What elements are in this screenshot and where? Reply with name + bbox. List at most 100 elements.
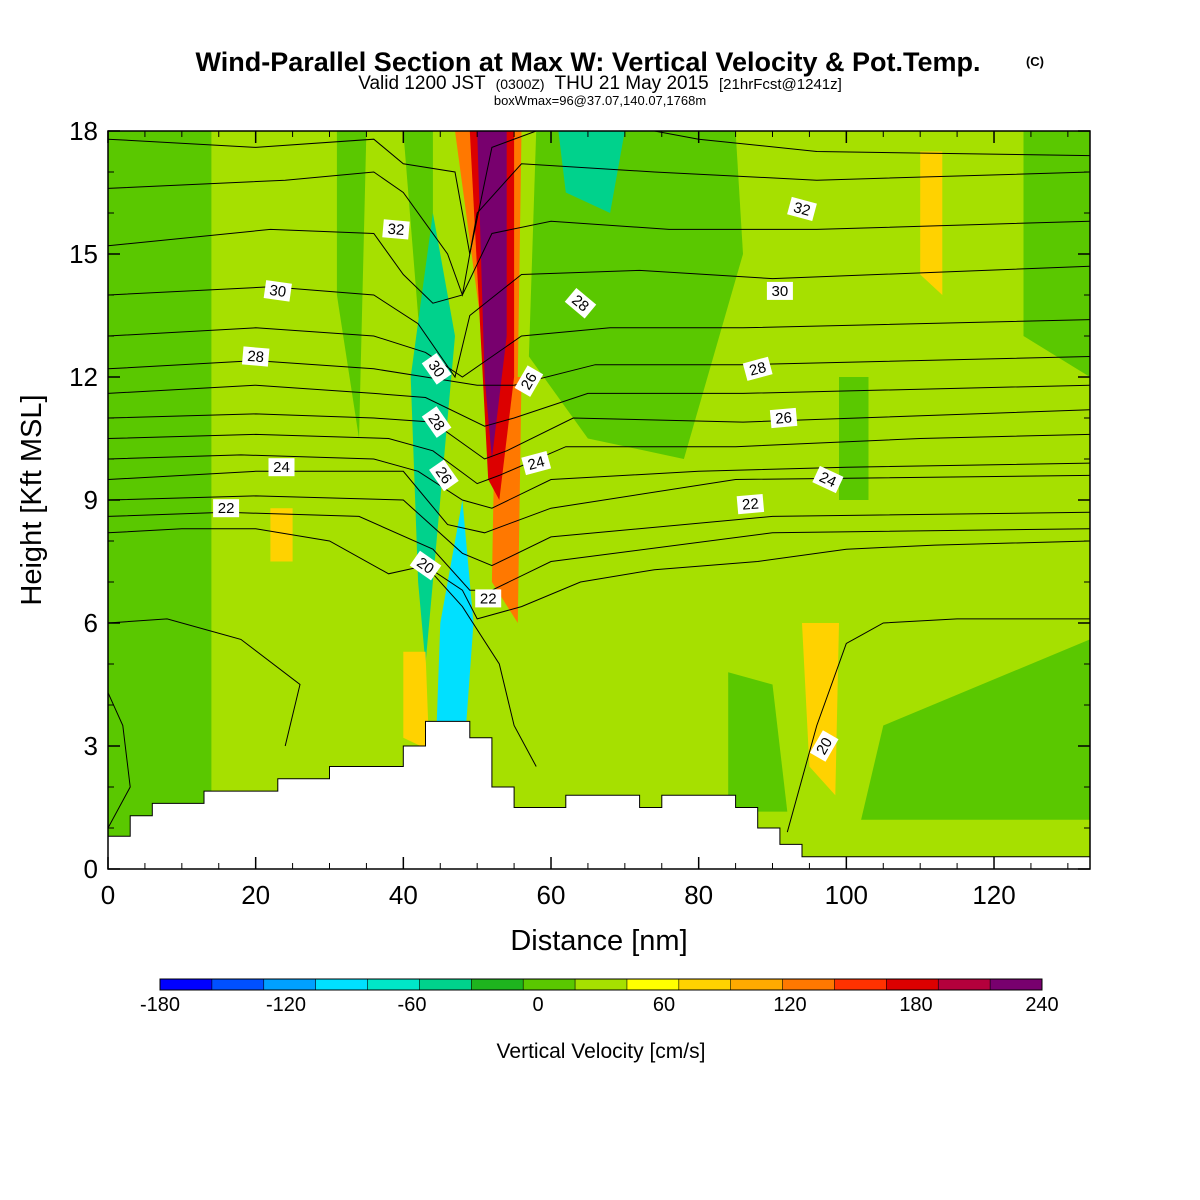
isotherm-28-11 bbox=[108, 384, 1090, 427]
contour-label-4: 28 bbox=[564, 287, 597, 319]
plot-area: 32 32 30 30 28 28 30 26 28 28 26 26 24 24 24 22 22 20 22 20 bbox=[108, 131, 1090, 869]
velocity-region-7 bbox=[1023, 131, 1090, 377]
contour-label-box bbox=[769, 407, 798, 429]
y-tick-label: 3 bbox=[84, 731, 98, 761]
colorbar-label: 240 bbox=[1025, 994, 1058, 1016]
colorbar-swatch bbox=[367, 979, 420, 990]
subtitle-date: THU 21 May 2015 bbox=[555, 73, 709, 94]
colorbar-swatch bbox=[730, 979, 784, 990]
contour-label-text: 24 bbox=[273, 459, 290, 476]
isotherm-22-6 bbox=[108, 495, 1090, 567]
contour-label-9: 28 bbox=[421, 406, 452, 438]
contour-label-text: 20 bbox=[414, 554, 437, 577]
contour-label-box bbox=[421, 352, 452, 385]
contour-label-box bbox=[429, 459, 459, 492]
colorbar-swatch bbox=[471, 979, 524, 990]
box-info: boxWmax=96@37.07,140.07,1768m bbox=[494, 93, 706, 108]
contour-label-box bbox=[812, 465, 844, 494]
velocity-region-9 bbox=[410, 213, 455, 664]
chart-title-group: Wind-Parallel Section at Max W: Vertical… bbox=[196, 47, 1045, 108]
contour-label-17: 20 bbox=[409, 550, 442, 581]
colorbar-swatch bbox=[315, 979, 368, 990]
contour-label-text: 30 bbox=[268, 282, 287, 301]
contour-label-box bbox=[514, 365, 544, 397]
contour-label-text: 28 bbox=[247, 348, 265, 366]
colorbar-label: 60 bbox=[653, 994, 675, 1016]
colorbar-swatch bbox=[211, 979, 265, 990]
subtitle-valid: Valid 1200 JST bbox=[358, 73, 486, 94]
velocity-region-0 bbox=[108, 131, 212, 837]
isotherm-32-16 bbox=[108, 163, 1090, 297]
title-mark: (C) bbox=[1026, 54, 1044, 69]
contour-label-19: 20 bbox=[809, 730, 839, 762]
contour-label-box bbox=[421, 406, 452, 438]
colorbar-label: 120 bbox=[773, 994, 806, 1016]
colorbar-label: 180 bbox=[899, 994, 932, 1016]
contour-label-text: 24 bbox=[526, 453, 547, 474]
contour-label-15: 22 bbox=[213, 499, 240, 518]
isotherm-34-17 bbox=[108, 131, 537, 255]
colorbar-label: -180 bbox=[140, 994, 180, 1016]
isotherm-contours bbox=[108, 131, 1090, 833]
isotherm-24-8 bbox=[108, 454, 1090, 509]
contour-label-box bbox=[809, 730, 839, 762]
contour-label-text: 28 bbox=[424, 411, 447, 434]
contour-label-text: 22 bbox=[480, 590, 497, 607]
isotherm-28-12 bbox=[108, 356, 1090, 386]
contour-label-text: 26 bbox=[518, 370, 541, 393]
colorbar-swatch bbox=[160, 979, 213, 990]
contour-label-box bbox=[268, 458, 295, 477]
x-tick-label: 60 bbox=[537, 880, 566, 910]
contour-label-text: 22 bbox=[218, 500, 235, 517]
contour-label-14: 24 bbox=[812, 465, 844, 494]
colorbar-swatch bbox=[938, 979, 991, 990]
colorbar-swatch bbox=[834, 979, 887, 990]
contour-label-text: 22 bbox=[741, 495, 759, 513]
contour-label-box bbox=[382, 219, 410, 240]
isotherm-26-9 bbox=[108, 433, 1090, 485]
colorbar-swatch bbox=[990, 979, 1043, 990]
velocity-region-14 bbox=[270, 508, 293, 562]
contour-label-12: 24 bbox=[521, 451, 552, 476]
contour-label-box bbox=[263, 280, 292, 302]
terrain bbox=[108, 720, 1090, 869]
contour-label-18: 22 bbox=[475, 589, 502, 608]
colorbar-swatch bbox=[782, 979, 835, 990]
isotherm-22-4 bbox=[108, 528, 1090, 620]
contour-label-3: 30 bbox=[766, 281, 793, 300]
contour-label-box bbox=[475, 589, 502, 608]
contour-label-text: 28 bbox=[748, 359, 769, 380]
contour-label-text: 32 bbox=[387, 221, 405, 239]
x-tick-label: 0 bbox=[101, 880, 115, 910]
contour-label-7: 26 bbox=[514, 365, 544, 397]
colorbar: -180 -120 -60 0 60 120 180 240 bbox=[140, 978, 1059, 1016]
y-tick-label: 18 bbox=[69, 116, 98, 146]
velocity-region-13 bbox=[920, 151, 943, 295]
contour-label-box bbox=[213, 499, 240, 518]
contour-label-16: 22 bbox=[736, 494, 765, 515]
velocity-region-11 bbox=[403, 651, 430, 751]
subtitle-utc: (0300Z) bbox=[496, 76, 545, 92]
velocity-region-8 bbox=[558, 131, 625, 213]
contour-label-10: 26 bbox=[769, 407, 798, 429]
isotherm-30-13 bbox=[108, 319, 1090, 378]
colorbar-label: -120 bbox=[266, 994, 306, 1016]
contour-label-text: 32 bbox=[792, 199, 813, 220]
contour-label-box bbox=[241, 346, 270, 367]
colorbar-frame bbox=[159, 978, 1043, 991]
y-tick-label: 12 bbox=[69, 362, 98, 392]
contour-label-text: 30 bbox=[772, 283, 789, 300]
colorbar-swatch bbox=[523, 979, 576, 990]
contour-label-2: 30 bbox=[263, 280, 292, 302]
contour-label-box bbox=[564, 287, 597, 319]
velocity-region-10 bbox=[436, 500, 474, 726]
contour-label-1: 32 bbox=[787, 196, 817, 221]
contour-label-box bbox=[521, 451, 552, 476]
isotherm-20-3 bbox=[786, 618, 1090, 833]
x-tick-label: 80 bbox=[684, 880, 713, 910]
contour-label-box bbox=[736, 494, 765, 515]
contour-label-box bbox=[409, 550, 442, 581]
colorbar-swatch bbox=[626, 979, 680, 990]
contour-label-0: 32 bbox=[382, 219, 410, 240]
